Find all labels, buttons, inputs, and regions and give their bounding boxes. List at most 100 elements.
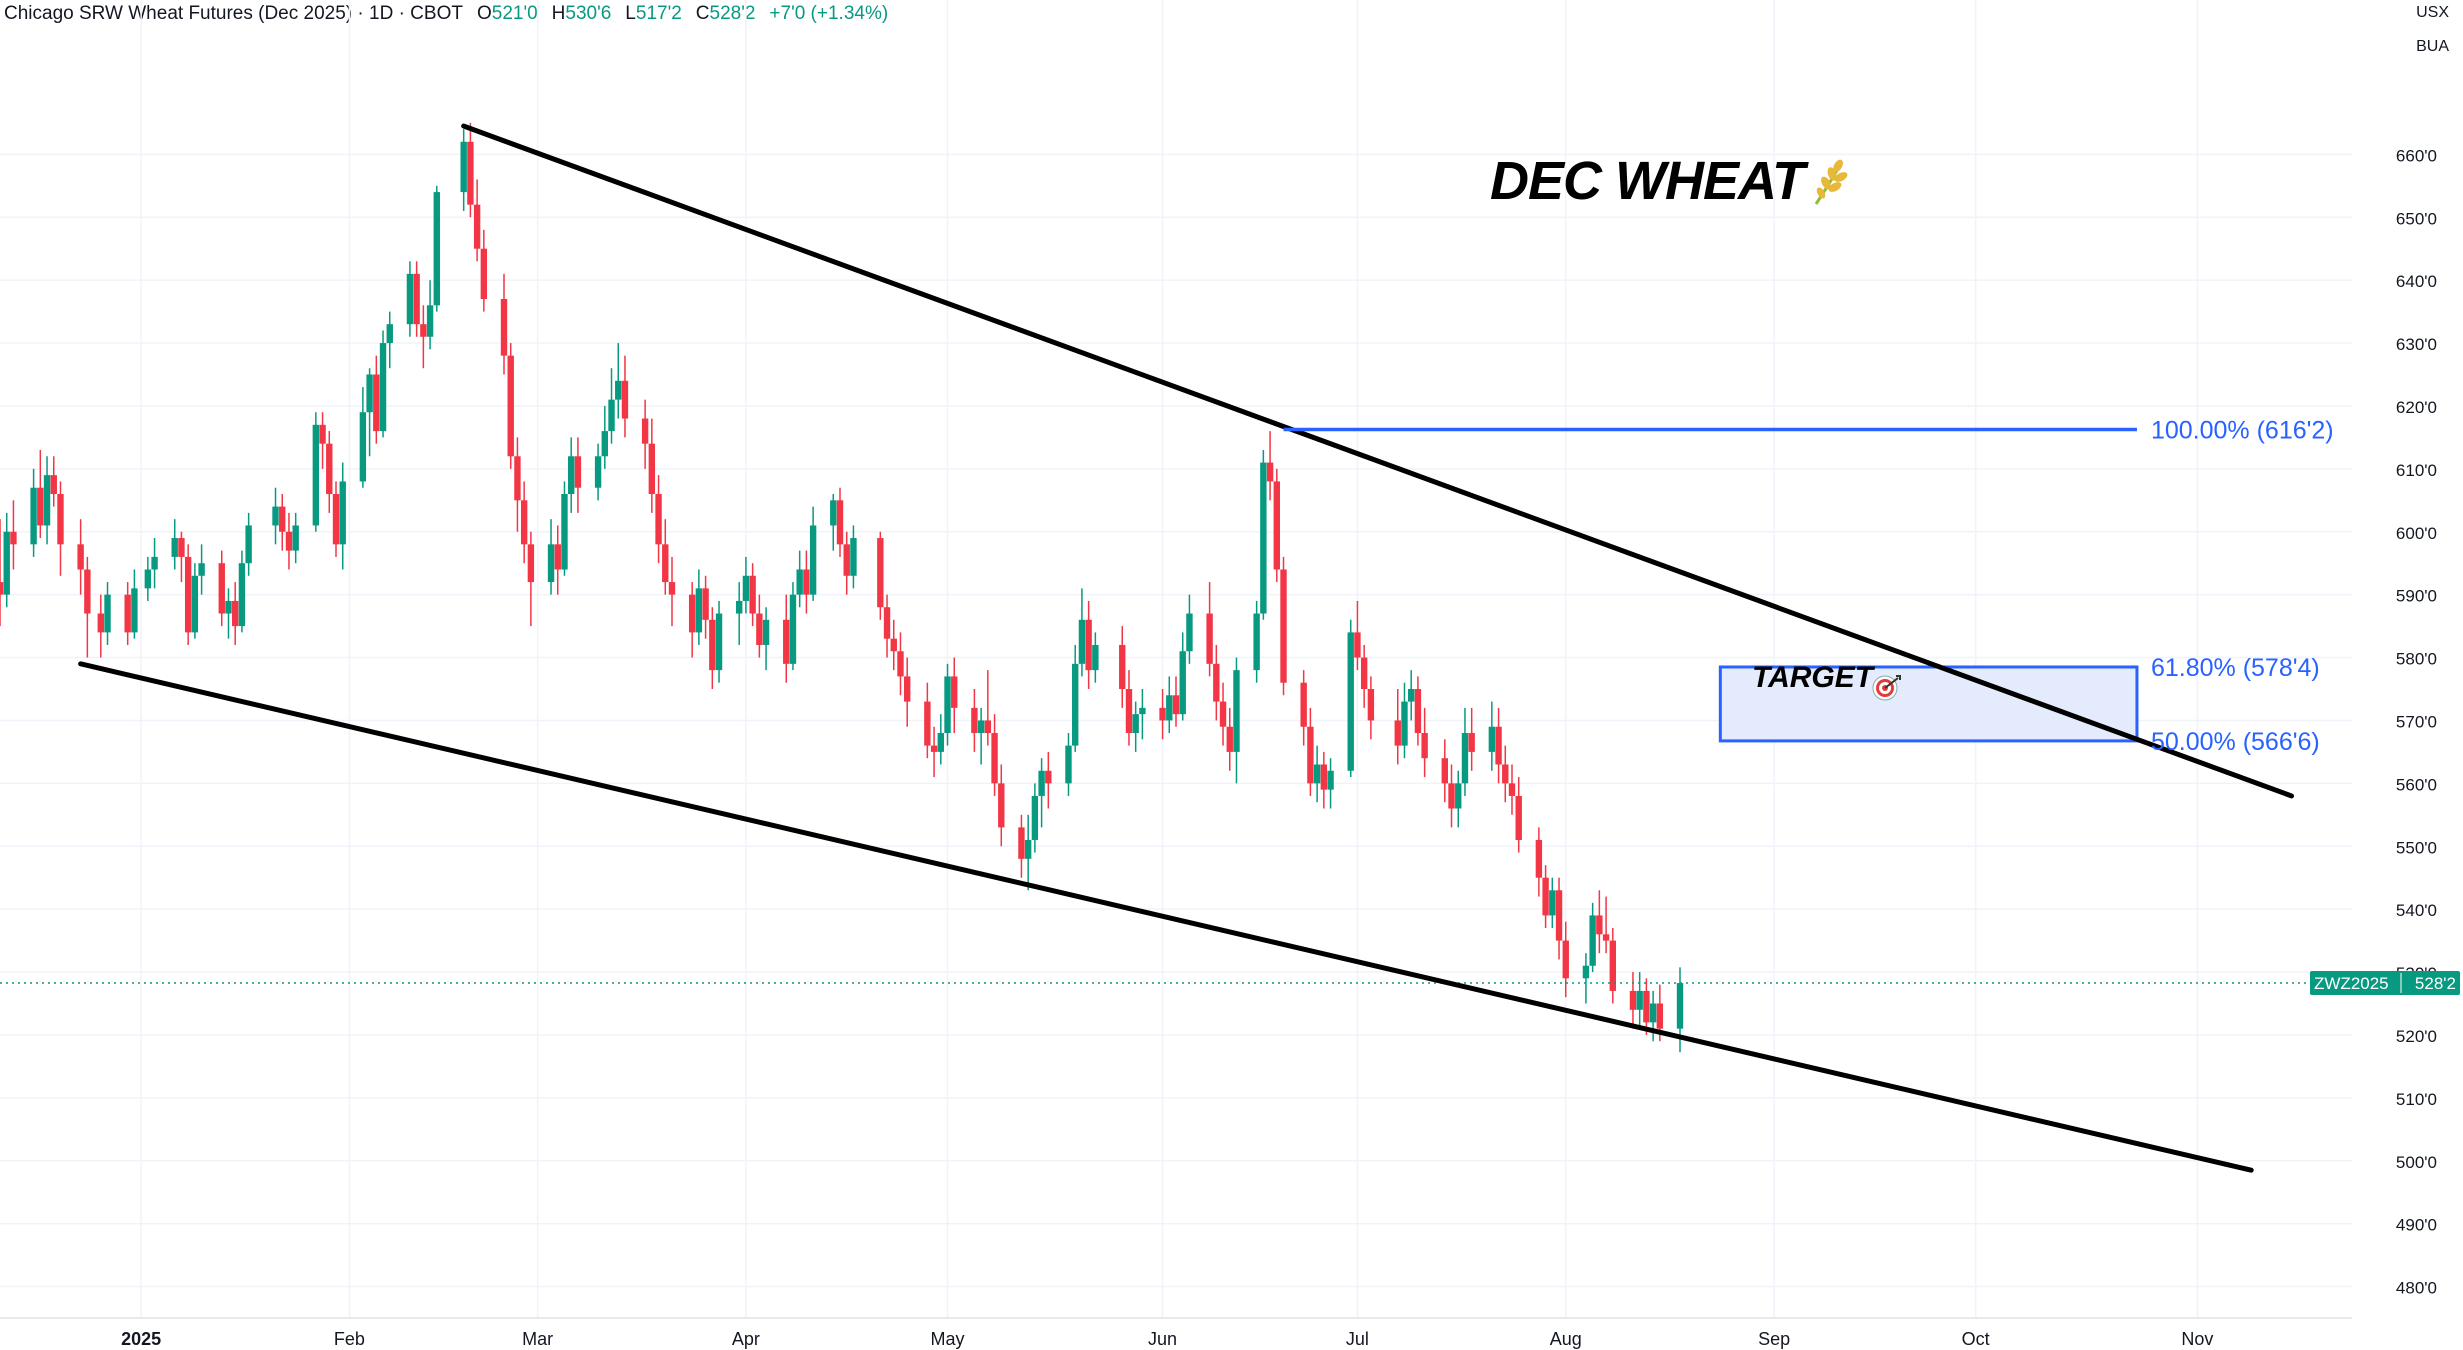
y-tick-label: 510'0 <box>2396 1090 2437 1109</box>
price-tag-bg <box>2310 971 2460 996</box>
close-value: 528'2 <box>709 3 756 24</box>
chart-annotation-title: DEC WHEAT <box>1490 151 1805 211</box>
y-tick-label: 650'0 <box>2396 209 2437 228</box>
candle-body <box>184 556 192 633</box>
candle-body <box>1421 733 1428 759</box>
y-tick-label: 500'0 <box>2396 1153 2437 1172</box>
x-tick-label: May <box>931 1329 965 1349</box>
candle-body <box>883 607 891 639</box>
candle-body <box>420 324 427 337</box>
candle-body <box>460 141 467 193</box>
candle-body <box>1508 783 1516 796</box>
y-tick-label: 490'0 <box>2396 1216 2437 1235</box>
chart-header: Chicago SRW Wheat Futures (Dec 2025) · 1… <box>4 3 888 25</box>
candle-body <box>191 575 199 633</box>
candle-body <box>1078 619 1086 664</box>
candle-body <box>1643 990 1650 1023</box>
candle-body <box>1596 915 1603 935</box>
candle-body <box>1125 689 1133 734</box>
candle-body <box>473 204 481 249</box>
candle-body <box>1260 462 1267 614</box>
candle-body <box>809 525 817 595</box>
target-zone-layer <box>1718 665 2139 743</box>
fib-label: 61.80% (578'4) <box>2151 654 2320 682</box>
currency-label[interactable]: USX <box>2416 4 2449 21</box>
candle-body <box>507 355 514 457</box>
candle-body <box>319 424 326 444</box>
candle-body <box>554 544 561 570</box>
target-zone <box>1718 665 2139 743</box>
candle-body <box>1360 657 1368 689</box>
candle-body <box>426 305 434 337</box>
x-tick-label: Oct <box>1962 1329 1990 1349</box>
candle-body <box>232 600 239 627</box>
x-tick-label: Nov <box>2181 1329 2213 1349</box>
candle-body <box>366 374 373 413</box>
y-tick-label: 620'0 <box>2396 398 2437 417</box>
unit-label[interactable]: BUA <box>2416 38 2449 55</box>
x-tick-label: Mar <box>522 1329 553 1349</box>
candle-body <box>1562 940 1569 979</box>
candle-body <box>1629 990 1637 1010</box>
candle-body <box>984 720 992 734</box>
candle-body <box>601 431 608 457</box>
candle-body <box>561 494 568 570</box>
candle-body <box>1226 726 1233 752</box>
candle-body <box>850 538 857 576</box>
candle-body <box>803 569 810 595</box>
candle-body <box>762 619 770 645</box>
candle-body <box>783 619 790 664</box>
candle-body <box>77 544 84 570</box>
candle-body <box>312 424 320 526</box>
candle-body <box>292 525 299 551</box>
candle-body <box>1092 644 1099 671</box>
candles <box>0 122 1684 1053</box>
candle-body <box>10 531 17 545</box>
candle-body <box>709 619 716 671</box>
candle-body <box>1401 701 1408 746</box>
candle-body <box>830 500 837 526</box>
candle-body <box>1515 795 1522 840</box>
candle-body <box>789 594 797 664</box>
candle-body <box>1535 839 1543 878</box>
candle-body <box>1273 481 1280 570</box>
x-tick-label: Jul <box>1346 1329 1369 1349</box>
candle-body <box>97 613 104 633</box>
candle-body <box>796 569 803 595</box>
candle-body <box>843 544 850 576</box>
candle-body <box>1649 1003 1657 1023</box>
candle-body <box>0 582 4 595</box>
candle-body <box>1045 770 1052 784</box>
y-tick-label: 630'0 <box>2396 335 2437 354</box>
y-tick-label: 560'0 <box>2396 775 2437 794</box>
price-tag-price: 528'2 <box>2415 974 2456 993</box>
candle-body <box>1313 764 1321 784</box>
candle-body <box>1206 613 1213 664</box>
candle-body <box>904 676 911 702</box>
candle-body <box>897 651 904 677</box>
candle-body <box>50 475 57 495</box>
candle-body <box>131 588 138 633</box>
open-label: O <box>476 3 492 24</box>
candle-body <box>359 412 367 482</box>
candle-body <box>373 374 380 432</box>
candle-body <box>1038 770 1045 796</box>
fib-label: 50.00% (566'6) <box>2151 728 2320 756</box>
x-tick-label: Feb <box>334 1329 365 1349</box>
candle-body <box>84 569 91 614</box>
candle-body <box>608 399 615 432</box>
trendline-lower <box>78 661 2254 1173</box>
candle-body <box>332 494 340 545</box>
candle-body <box>1455 783 1462 809</box>
candle-body <box>836 500 844 545</box>
close-label: C <box>695 3 710 24</box>
candle-body <box>688 594 696 633</box>
x-tick-label: Aug <box>1550 1329 1582 1349</box>
candle-body <box>225 600 232 614</box>
candle-body <box>1031 795 1039 840</box>
candle-body <box>1119 644 1126 689</box>
candle-body <box>1072 663 1079 746</box>
candle-body <box>151 556 158 570</box>
candle-body <box>480 248 488 300</box>
